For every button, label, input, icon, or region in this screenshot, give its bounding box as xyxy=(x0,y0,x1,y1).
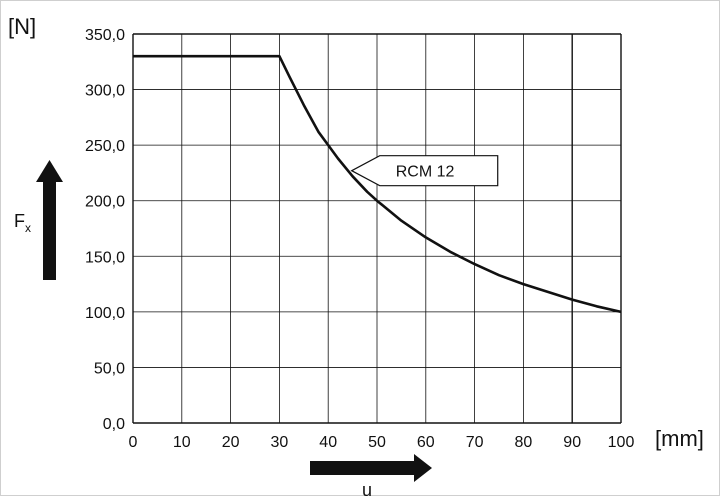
y-tick-label: 100,0 xyxy=(85,305,125,322)
y-axis-arrow-icon xyxy=(36,160,63,280)
x-axis-arrow-icon xyxy=(310,454,432,482)
y-axis-label-main: F xyxy=(14,211,25,231)
y-tick-label: 150,0 xyxy=(85,249,125,266)
x-tick-label: 30 xyxy=(271,434,289,451)
y-tick-label: 350,0 xyxy=(85,27,125,44)
series-line xyxy=(133,54,622,314)
x-tick-label: 10 xyxy=(173,434,191,451)
series-layer xyxy=(133,54,622,314)
y-unit-label: [N] xyxy=(8,14,36,39)
x-tick-label: 20 xyxy=(222,434,240,451)
y-tick-label: 250,0 xyxy=(85,138,125,155)
y-axis-label-subscript: x xyxy=(25,221,31,235)
x-tick-label: 100 xyxy=(608,434,635,451)
x-tick-label: 50 xyxy=(368,434,386,451)
x-tick-labels: 0 10 20 30 40 50 60 70 80 90 100 xyxy=(129,434,635,451)
y-tick-label: 0,0 xyxy=(103,416,125,433)
x-tick-label: 80 xyxy=(515,434,533,451)
x-unit-label: [mm] xyxy=(655,426,704,451)
x-tick-label: 0 xyxy=(129,434,138,451)
callout-text: RCM 12 xyxy=(396,164,455,181)
y-tick-label: 50,0 xyxy=(94,360,125,377)
y-axis-label: Fx xyxy=(14,211,31,235)
y-tick-label: 300,0 xyxy=(85,83,125,100)
series-callout: RCM 12 xyxy=(350,155,499,187)
x-tick-label: 90 xyxy=(563,434,581,451)
y-tick-label: 200,0 xyxy=(85,194,125,211)
x-tick-label: 70 xyxy=(466,434,484,451)
x-axis-label: u xyxy=(362,480,372,498)
x-tick-label: 40 xyxy=(319,434,337,451)
x-tick-label: 60 xyxy=(417,434,435,451)
y-tick-labels: 0,0 50,0 100,0 150,0 200,0 250,0 300,0 350,0 xyxy=(85,27,125,433)
callout-box xyxy=(350,155,499,187)
grid xyxy=(132,33,622,424)
